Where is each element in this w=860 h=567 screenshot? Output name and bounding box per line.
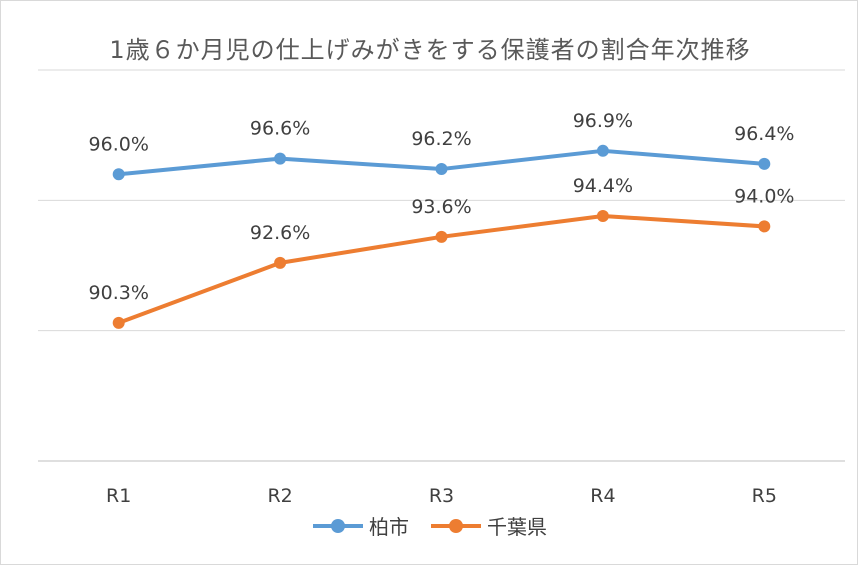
- data-point: [758, 220, 771, 233]
- data-point: [435, 163, 448, 176]
- data-point: [274, 256, 287, 269]
- legend-item-kashiwa: 柏市: [313, 511, 409, 540]
- data-label: 90.3%: [89, 282, 149, 304]
- data-point: [758, 157, 771, 170]
- data-label: 93.6%: [411, 196, 471, 218]
- x-tick-label: R1: [106, 485, 131, 507]
- data-label: 96.6%: [250, 118, 310, 140]
- data-point: [112, 316, 125, 329]
- x-tick-label: R2: [267, 485, 292, 507]
- data-label: 94.4%: [573, 175, 633, 197]
- legend-label-chiba: 千葉県: [487, 515, 547, 539]
- data-point: [274, 152, 287, 165]
- data-point: [435, 230, 448, 243]
- legend-item-chiba: 千葉県: [431, 511, 547, 540]
- x-tick-label: R5: [752, 485, 777, 507]
- data-label: 92.6%: [250, 222, 310, 244]
- data-point: [596, 144, 609, 157]
- data-label: 96.4%: [734, 123, 794, 145]
- legend-marker-chiba: [431, 518, 481, 533]
- data-label: 96.0%: [89, 133, 149, 155]
- legend: 柏市 千葉県: [0, 511, 860, 540]
- legend-marker-kashiwa: [313, 518, 363, 533]
- x-tick-label: R3: [429, 485, 454, 507]
- data-point: [596, 209, 609, 222]
- x-tick-label: R4: [590, 485, 615, 507]
- data-label: 96.2%: [411, 128, 471, 150]
- chart-title: 1歳６か月児の仕上げみがきをする保護者の割合年次推移: [109, 36, 751, 64]
- data-label: 96.9%: [573, 110, 633, 132]
- legend-label-kashiwa: 柏市: [369, 515, 409, 539]
- data-label: 94.0%: [734, 185, 794, 207]
- data-point: [112, 168, 125, 181]
